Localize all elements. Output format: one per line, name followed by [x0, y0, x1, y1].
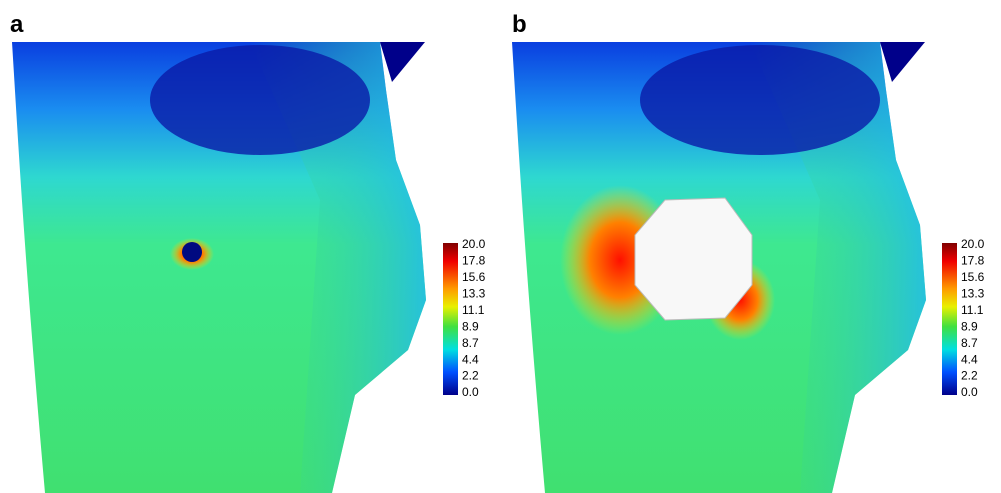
- panel-label: a: [10, 11, 24, 38]
- colorbar: [942, 243, 957, 395]
- panel-a: a 20.0 17.8 15.6 13.3 11.1 8.9 8.7 4.4 2.2 0.0: [10, 11, 486, 493]
- colorbar-tick-label: 8.9: [961, 319, 978, 333]
- colorbar-tick-label: 17.8: [462, 254, 486, 268]
- colorbar-tick-label: 4.4: [961, 352, 978, 366]
- low-region: [150, 45, 370, 155]
- colorbar-tick-label: 11.1: [462, 303, 485, 317]
- colorbar-tick-label: 15.6: [462, 270, 486, 284]
- hole: [182, 242, 202, 262]
- panel-label: b: [512, 11, 527, 38]
- colorbar-tick-label: 8.7: [961, 336, 978, 350]
- low-region: [640, 45, 880, 155]
- panel-b: b 20.0 17.8 15.6 13.3 11.1 8.9 8.7 4.4 2.2 0.0: [512, 11, 985, 493]
- colorbar-ticks: 20.0 17.8 15.6 13.3 11.1 8.9 8.7 4.4 2.2 0.0: [462, 237, 486, 399]
- figure: a 20.0 17.8 15.6 13.3 11.1 8.9 8.7 4.4 2.2 0.0 b …: [0, 0, 1001, 493]
- colorbar-tick-label: 2.2: [961, 369, 978, 383]
- colorbar-tick-label: 20.0: [462, 237, 486, 251]
- colorbar-tick-label: 2.2: [462, 369, 479, 383]
- colorbar-tick-label: 17.8: [961, 254, 985, 268]
- colorbar-tick-label: 4.4: [462, 352, 479, 366]
- colorbar-ticks: 20.0 17.8 15.6 13.3 11.1 8.9 8.7 4.4 2.2 0.0: [961, 237, 985, 399]
- colorbar-tick-label: 11.1: [961, 303, 984, 317]
- colorbar-tick-label: 8.9: [462, 319, 479, 333]
- implant: [635, 198, 752, 320]
- colorbar-tick-label: 0.0: [961, 385, 978, 399]
- colorbar-tick-label: 13.3: [961, 287, 985, 301]
- colorbar-tick-label: 20.0: [961, 237, 985, 251]
- low-region: [380, 42, 425, 82]
- colorbar-tick-label: 0.0: [462, 385, 479, 399]
- colorbar-tick-label: 15.6: [961, 270, 985, 284]
- colorbar-tick-label: 13.3: [462, 287, 486, 301]
- low-region: [880, 42, 925, 82]
- colorbar-tick-label: 8.7: [462, 336, 479, 350]
- colorbar: [443, 243, 458, 395]
